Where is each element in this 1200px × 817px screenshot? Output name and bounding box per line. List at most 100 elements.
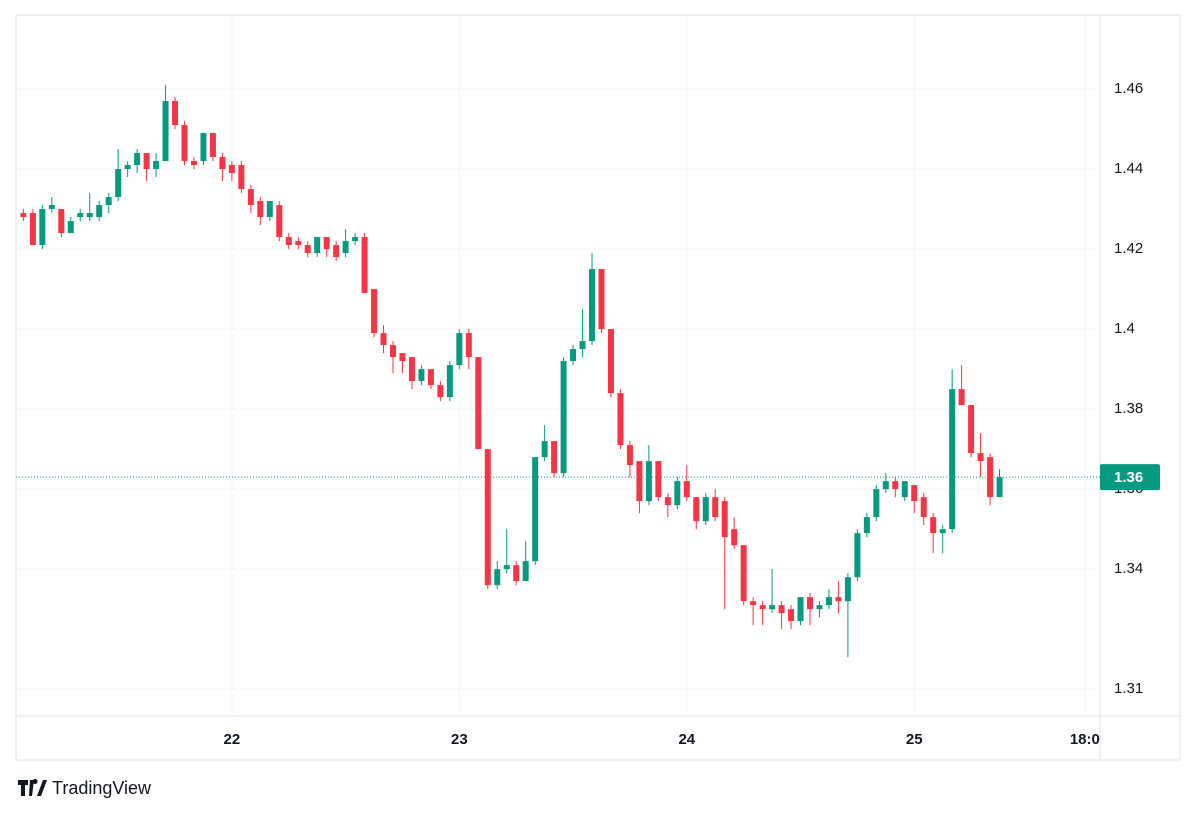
candle-body xyxy=(153,161,160,170)
candle-body xyxy=(693,497,700,522)
candle-body xyxy=(873,489,880,518)
brand-logo xyxy=(18,779,47,796)
candle-body xyxy=(29,213,36,246)
candle-body xyxy=(418,369,425,382)
candle-body xyxy=(740,545,747,602)
candle-body xyxy=(285,237,292,246)
candle-body xyxy=(446,365,453,398)
candle-body xyxy=(816,605,823,610)
candle-body xyxy=(589,269,596,342)
candles xyxy=(20,85,1003,658)
candle-body xyxy=(797,597,804,622)
x-tick-label: 22 xyxy=(224,731,241,748)
candle-body xyxy=(352,237,359,242)
candle-body xyxy=(977,453,984,462)
candle-body xyxy=(570,349,577,362)
candle-body xyxy=(266,201,273,218)
candle-body xyxy=(58,209,65,234)
candle-body xyxy=(475,357,482,450)
candle-body xyxy=(674,481,681,506)
logo-shape xyxy=(18,779,47,796)
candle-body xyxy=(579,341,586,350)
candle-body xyxy=(778,605,785,614)
candle-body xyxy=(257,201,264,218)
x-tick-label: 25 xyxy=(906,731,923,748)
candle-body xyxy=(541,441,548,458)
candle-body xyxy=(228,165,235,174)
candle-body xyxy=(124,165,131,170)
candle-body xyxy=(143,153,150,170)
candle-body xyxy=(323,237,330,250)
candle-body xyxy=(825,597,832,606)
y-tick-label: 1.42 xyxy=(1114,240,1143,257)
frame xyxy=(15,14,1181,761)
candle-body xyxy=(626,445,633,466)
candle-body xyxy=(96,205,103,218)
candle-body xyxy=(655,461,662,498)
candle-body xyxy=(238,165,245,190)
candle-body xyxy=(86,213,93,218)
candle-body xyxy=(513,565,520,582)
candle-body xyxy=(134,153,141,166)
candle-body xyxy=(522,561,529,582)
candle-body xyxy=(920,497,927,518)
candle-body xyxy=(314,237,321,254)
candle-body xyxy=(854,533,861,578)
candle-body xyxy=(503,565,510,570)
candle-body xyxy=(181,125,188,162)
candle-body xyxy=(333,245,340,258)
candle-body xyxy=(456,333,463,366)
candle-body xyxy=(987,457,994,498)
candle-body xyxy=(105,197,112,206)
last-price-label: 1.36 xyxy=(1114,469,1143,486)
candle-body xyxy=(247,189,254,206)
candle-body xyxy=(399,353,406,362)
candle-body xyxy=(67,221,74,234)
candle-body xyxy=(617,393,624,446)
y-tick-label: 1.38 xyxy=(1114,400,1143,417)
candle-body xyxy=(702,497,709,522)
candle-body xyxy=(390,345,397,358)
candle-body xyxy=(844,577,851,602)
y-tick-label: 1.34 xyxy=(1114,560,1143,577)
candle-body xyxy=(750,601,757,606)
candle-body xyxy=(949,389,956,530)
candle-body xyxy=(607,329,614,394)
candle-body xyxy=(408,357,415,382)
candle-body xyxy=(551,441,558,474)
y-tick-label: 1.46 xyxy=(1114,80,1143,97)
candle-body xyxy=(939,529,946,534)
candle-body xyxy=(968,405,975,454)
candle-body xyxy=(77,213,84,218)
candle-body xyxy=(636,461,643,502)
candle-body xyxy=(911,485,918,502)
labels: 1.31 1.34 1.36 1.38 1.4 1.42 1.44 1.46 22 23 24 25 1… xyxy=(224,80,1160,748)
candle-body xyxy=(39,209,46,246)
candle-body xyxy=(892,481,899,490)
candle-body xyxy=(532,457,539,562)
candle-body xyxy=(371,289,378,334)
candle-body xyxy=(465,333,472,358)
candle-body xyxy=(484,449,491,586)
candle-body xyxy=(48,205,55,210)
candle-body xyxy=(437,385,444,398)
candle-body xyxy=(304,245,311,254)
candle-body xyxy=(427,369,434,386)
candle-body xyxy=(996,477,1003,498)
candle-body xyxy=(806,597,813,610)
candle-body xyxy=(361,237,368,294)
candle-body xyxy=(759,605,766,610)
candle-body xyxy=(276,205,283,238)
candle-body xyxy=(560,361,567,474)
candle-body xyxy=(769,605,776,610)
last-price-badge xyxy=(1100,464,1160,491)
y-tick-label: 1.4 xyxy=(1114,320,1135,337)
candle-body xyxy=(190,161,197,166)
candle-body xyxy=(683,481,690,498)
candle-body xyxy=(115,169,122,198)
candle-body xyxy=(295,241,302,246)
x-tick-label: 23 xyxy=(451,731,468,748)
candle-body xyxy=(342,241,349,254)
candle-body xyxy=(788,609,795,622)
